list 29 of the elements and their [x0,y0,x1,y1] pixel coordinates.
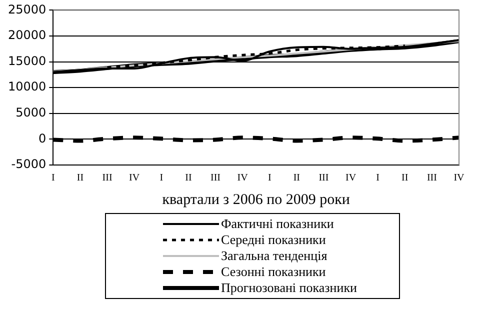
x-tick-label: III [318,172,329,184]
x-tick-label: I [376,172,380,184]
legend-label: Фактичні показники [221,216,334,232]
x-tick-label: IV [454,172,466,184]
x-tick-label: III [426,172,437,184]
legend-label: Середні показники [221,232,326,248]
y-tick-label: 5000 [16,106,46,120]
x-axis-title: квартали з 2006 по 2009 роки [162,192,350,208]
y-tick-label: -5000 [11,157,46,172]
x-tick-label: III [210,172,221,184]
legend-label: Прогнозовані показники [221,280,357,296]
y-tick-label: 0 [38,131,46,146]
legend-label: Сезонні показники [221,264,326,280]
y-tick-label: 20000 [8,28,46,42]
x-tick-label: I [52,172,55,184]
x-tick-label: II [185,172,192,184]
x-tick-label: I [268,172,272,184]
x-tick-label: IV [129,172,140,184]
x-tick-label: IV [237,172,249,184]
y-tick-label: 15000 [8,54,46,68]
x-tick-label: I [160,172,164,184]
x-tick-label: II [76,172,84,184]
x-tick-label: II [402,172,408,184]
legend-label: Загальна тенденція [221,248,328,264]
y-tick-label: 10000 [8,80,46,94]
x-tick-label: III [102,172,112,184]
x-tick-label: IV [346,172,357,184]
x-tick-label: II [293,172,300,184]
y-tick-label: 25000 [8,2,46,16]
